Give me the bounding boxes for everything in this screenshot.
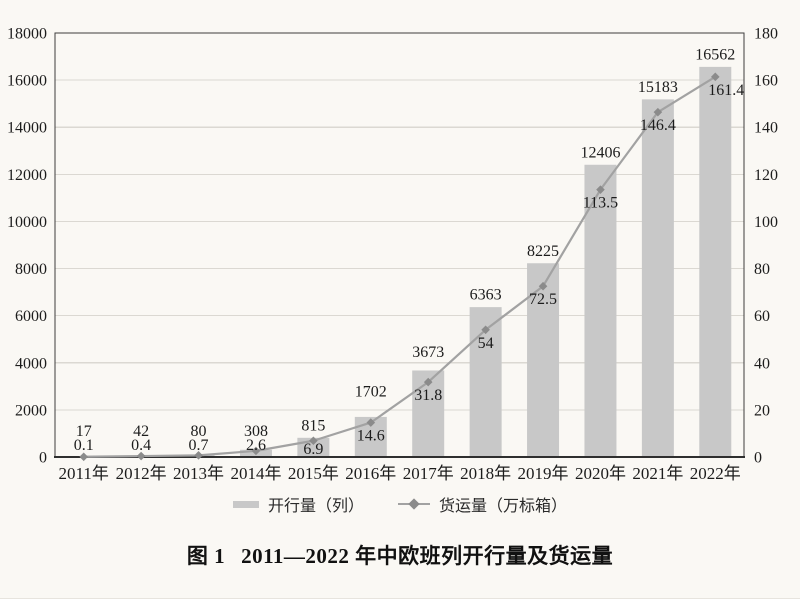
y-axis-left-tick-label: 0	[39, 450, 47, 467]
marker-2014年	[251, 446, 261, 456]
freight-line	[82, 75, 717, 458]
marker-2021年	[653, 107, 663, 117]
y-axis-left-tick-label: 10000	[7, 214, 47, 231]
bar-value-label: 80	[191, 423, 207, 440]
marker-2019年	[538, 281, 548, 291]
legend-item-freight: 货运量（万标箱）	[398, 492, 567, 516]
line-value-label: 72.5	[529, 291, 557, 308]
marker-2013年	[194, 451, 203, 460]
line-value-label: 2.6	[246, 437, 266, 454]
x-axis-tick-label: 2017年	[403, 464, 454, 483]
y-axis-right-tick-label: 80	[754, 261, 770, 278]
line-value-label: 113.5	[583, 195, 618, 212]
line-value-label: 0.4	[131, 437, 151, 454]
bar-swatch-icon	[232, 500, 259, 508]
y-axis-left-tick-label: 18000	[7, 26, 47, 43]
bar-value-label: 8225	[527, 243, 559, 260]
x-axis-tick-label: 2016年	[345, 464, 396, 483]
figure-caption: 图 1 2011—2022 年中欧班列开行量及货运量	[0, 540, 800, 570]
y-axis-right-tick-label: 140	[754, 120, 778, 137]
figure-title: 2011—2022 年中欧班列开行量及货运量	[241, 544, 614, 568]
diamond-marker-icon	[408, 498, 420, 510]
legend-label-trains: 开行量（列）	[267, 498, 364, 515]
y-axis-right-tick-label: 100	[754, 214, 778, 231]
combo-chart: 0 2000 4000 6000 8000 10000 12000 14000 16000 180…	[7, 26, 778, 484]
x-axis-tick-label: 2022年	[690, 464, 741, 483]
line-value-label: 161.4	[708, 82, 744, 99]
y-axis-right-tick-label: 120	[754, 167, 778, 184]
y-axis-right-tick-label: 0	[754, 450, 762, 467]
bar-value-label: 815	[301, 417, 325, 434]
line-value-label: 14.6	[357, 428, 385, 445]
marker-2012年	[136, 451, 146, 461]
x-axis-tick-label: 2018年	[460, 464, 511, 483]
y-axis-left-tick-label: 6000	[15, 308, 47, 325]
marker-2020年	[596, 185, 605, 194]
y-axis-left-tick-label: 14000	[7, 120, 47, 137]
marker-2017年	[423, 377, 433, 387]
marker-2018年	[481, 325, 490, 335]
line-value-label: 31.8	[414, 387, 442, 404]
bar-2021年	[641, 99, 674, 457]
bar-value-label: 6363	[470, 287, 502, 304]
marker-2011年	[79, 452, 89, 462]
y-axis-left-tick-label: 2000	[15, 402, 47, 419]
bar-value-label: 308	[244, 423, 268, 440]
line-value-label: 54	[478, 335, 494, 352]
legend-item-trains: 开行量（列）	[232, 492, 364, 516]
legend-label-freight: 货运量（万标箱）	[439, 498, 568, 515]
line-value-label: 6.9	[303, 441, 323, 458]
x-axis-tick-label: 2011年	[59, 464, 109, 483]
y-axis-left-tick-label: 12000	[7, 167, 47, 184]
y-axis-left-tick-label: 8000	[15, 261, 47, 278]
bar-value-label: 42	[133, 423, 149, 440]
x-axis-tick-label: 2013年	[173, 464, 224, 483]
chart-canvas: 0 2000 4000 6000 8000 10000 12000 14000 16000 180…	[7, 26, 778, 484]
bar-value-label: 15183	[638, 79, 678, 96]
y-axis-right-tick-label: 60	[754, 308, 770, 325]
bar-value-label: 1702	[355, 383, 387, 400]
y-axis-right-tick-label: 180	[754, 26, 778, 43]
x-axis-tick-label: 2014年	[230, 464, 281, 483]
y-axis-right-tick-label: 40	[754, 355, 770, 372]
line-swatch-icon	[398, 498, 430, 510]
x-axis-tick-label: 2012年	[116, 464, 167, 483]
plot-border	[54, 32, 745, 458]
line-value-label: 146.4	[640, 117, 676, 134]
bar-2022年	[699, 66, 732, 457]
x-axis-tick-label: 2021年	[632, 464, 683, 483]
figure-label: 图 1	[186, 544, 226, 568]
y-axis-left-tick-label: 4000	[15, 355, 47, 372]
bar-value-label: 12406	[580, 144, 620, 161]
line-value-label: 0.7	[189, 437, 209, 454]
bar-value-label: 17	[76, 423, 92, 440]
bar-value-label: 3673	[412, 344, 444, 361]
y-axis-right-tick-label: 20	[754, 402, 770, 419]
y-axis-right-tick-label: 160	[754, 73, 778, 90]
x-axis-tick-label: 2020年	[575, 464, 626, 483]
marker-2016年	[366, 418, 376, 427]
marker-2015年	[309, 436, 318, 446]
line-value-label: 0.1	[74, 437, 94, 454]
bar-2020年	[584, 164, 617, 457]
chart-legend: 开行量（列） 货运量（万标箱）	[0, 492, 800, 516]
y-axis-left-tick-label: 16000	[7, 73, 47, 90]
x-axis-tick-label: 2019年	[518, 464, 569, 483]
marker-2022年	[710, 72, 720, 82]
x-axis-tick-label: 2015年	[288, 464, 339, 483]
bar-value-label: 16562	[695, 46, 735, 63]
